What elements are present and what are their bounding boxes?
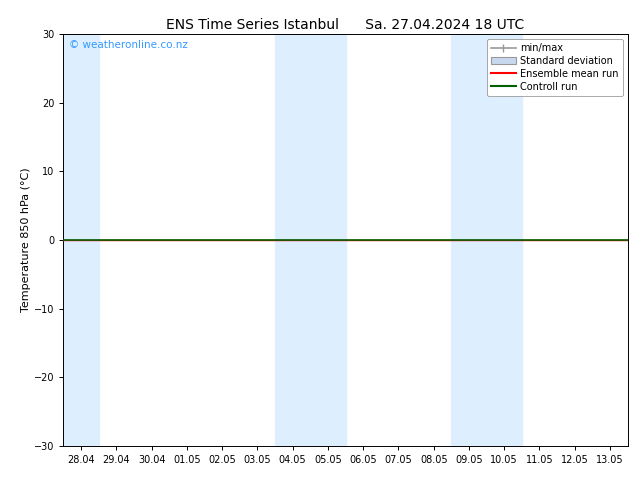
Y-axis label: Temperature 850 hPa (°C): Temperature 850 hPa (°C) [21,168,31,313]
Legend: min/max, Standard deviation, Ensemble mean run, Controll run: min/max, Standard deviation, Ensemble me… [488,39,623,96]
Bar [275,34,346,446]
Bar [451,34,522,446]
Text: © weatheronline.co.nz: © weatheronline.co.nz [69,41,188,50]
Bar [63,34,99,446]
Title: ENS Time Series Istanbul      Sa. 27.04.2024 18 UTC: ENS Time Series Istanbul Sa. 27.04.2024 … [166,18,525,32]
